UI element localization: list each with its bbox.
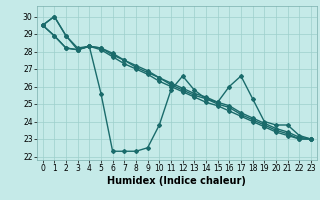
X-axis label: Humidex (Indice chaleur): Humidex (Indice chaleur) — [108, 176, 246, 186]
